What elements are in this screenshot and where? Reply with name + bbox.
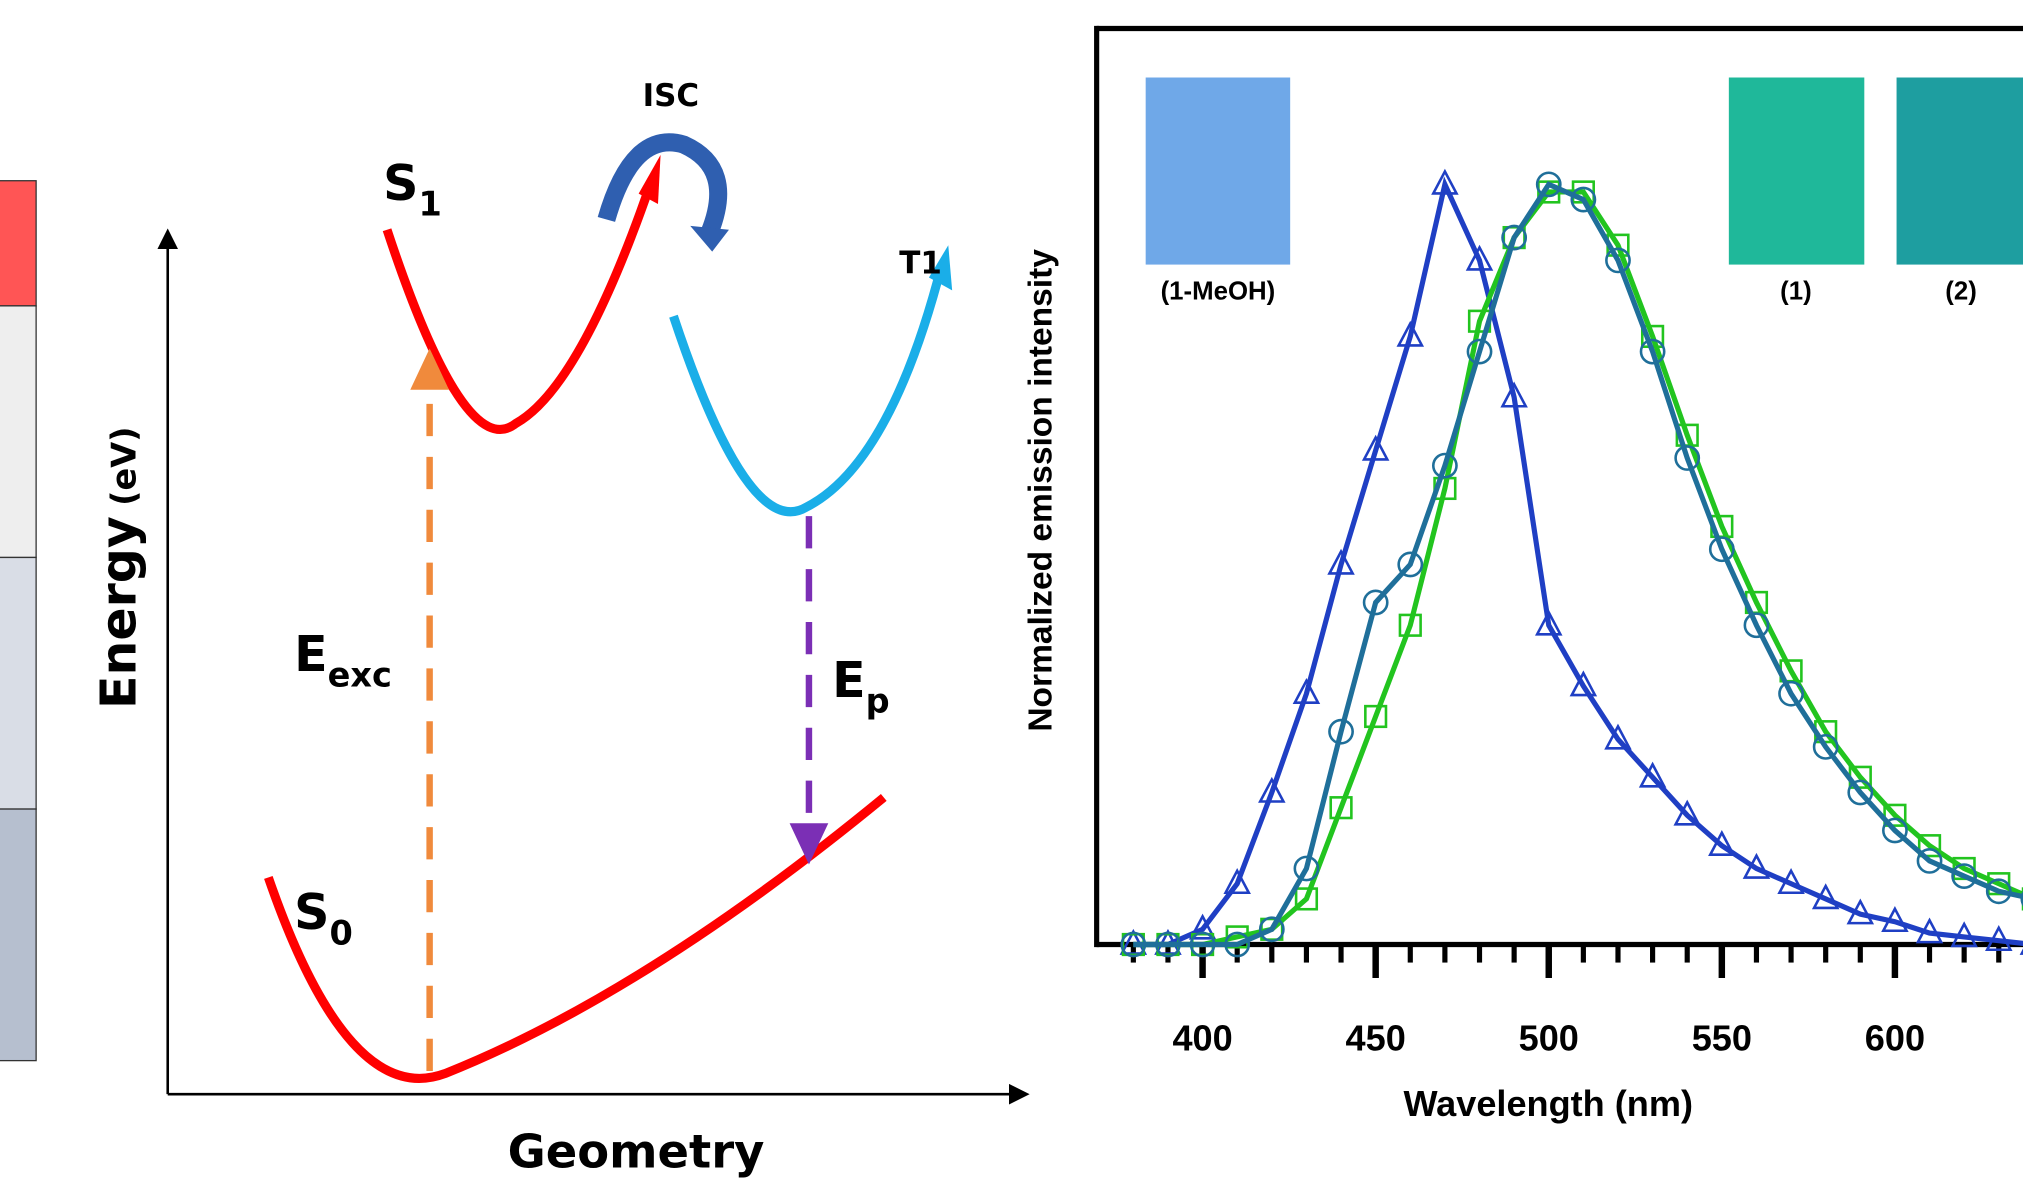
spectrum-chart: (1-MeOH) (1) (2) Wavelength (nm) Normali… [1022, 26, 2023, 1124]
photo-label: (1-MeOH) [1161, 277, 1276, 305]
figure: ISC S1 T1 S0 Eexc Ep Energy(eV) Geometry… [0, 0, 2023, 1182]
x-tick-label: 500 [1519, 1017, 1579, 1058]
photo [1146, 78, 1291, 265]
x-tick-label: 400 [1172, 1017, 1232, 1058]
e-p-label: Ep [832, 651, 890, 720]
s1-label: S1 [383, 154, 442, 223]
x-tick-label: 450 [1346, 1017, 1406, 1058]
x-tick-label: 550 [1692, 1017, 1752, 1058]
table-fragment [0, 181, 36, 1061]
e-exc-label: Eexc [294, 625, 392, 694]
x-axis-title: Wavelength (nm) [1403, 1083, 1693, 1124]
energy-diagram: ISC S1 T1 S0 Eexc Ep Energy(eV) Geometry [89, 78, 1019, 1179]
x-axis-label: Geometry [508, 1125, 765, 1179]
isc-label: ISC [643, 78, 700, 114]
y-axis-label: Energy(eV) [89, 427, 147, 710]
photo [1897, 78, 2023, 265]
photo [1729, 78, 1864, 265]
photo-label: (2) [1945, 277, 1977, 305]
y-axis-title: Normalized emission intensity [1022, 249, 1059, 732]
s0-label: S0 [294, 883, 353, 952]
page: ISC S1 T1 S0 Eexc Ep Energy(eV) Geometry… [0, 0, 2023, 1182]
x-tick-label: 600 [1865, 1017, 1925, 1058]
photo-label: (1) [1780, 277, 1812, 305]
t1-label: T1 [899, 246, 942, 282]
